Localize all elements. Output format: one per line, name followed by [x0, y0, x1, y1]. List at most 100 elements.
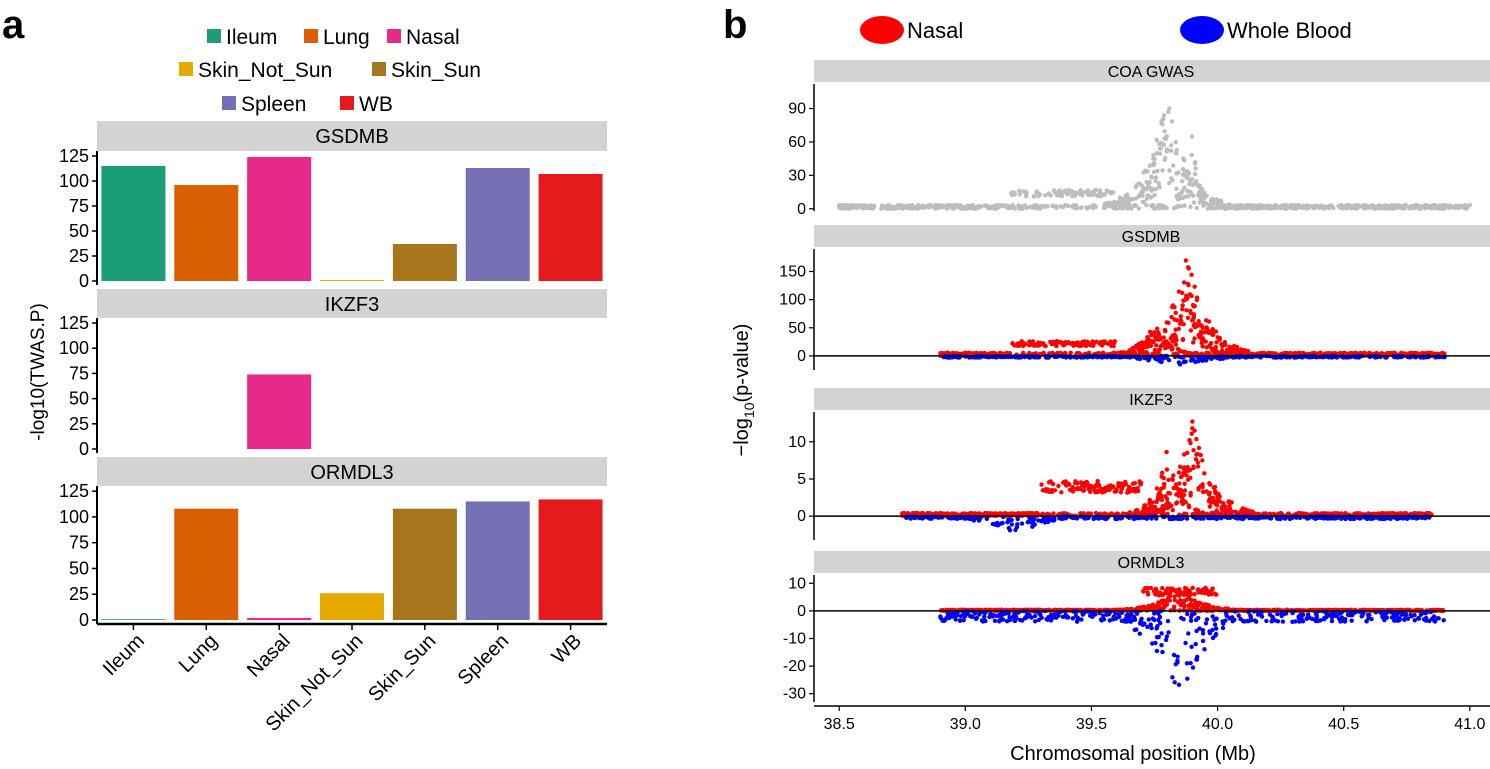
gwas-point-108 [1144, 203, 1149, 208]
gwas-point-936 [1160, 168, 1165, 173]
nasal-point-1020 [1169, 503, 1174, 508]
gwas-point-776 [895, 203, 900, 208]
bar-gsdmb-ileum [101, 166, 166, 281]
nasal-point-1042 [1180, 495, 1185, 501]
nasal-point-708 [1147, 500, 1152, 506]
nasal-point-729 [1127, 489, 1133, 494]
nasal-point-857 [1121, 511, 1126, 516]
whole-blood-point-415 [1379, 516, 1385, 522]
gwas-point-892 [904, 205, 909, 210]
nasal-point-1042 [1204, 325, 1209, 330]
nasal-point-1016 [1213, 501, 1219, 506]
nasal-point-1043 [1146, 506, 1152, 512]
gwas-point-1004 [1157, 151, 1163, 156]
gwas-point-669 [1164, 205, 1170, 211]
gwas-point-850 [1296, 202, 1301, 208]
nasal-point-692 [1095, 478, 1100, 484]
nasal-point-931 [1163, 494, 1168, 499]
gwas-point-824 [1104, 188, 1109, 193]
bar-ormdl3-lung [174, 508, 239, 620]
nasal-point-14 [1051, 511, 1056, 516]
nasal-point-846 [1332, 511, 1337, 516]
nasal-point-690 [1181, 592, 1187, 598]
bar-gsdmb-nasal [247, 157, 312, 281]
legend-swatch-ileum [207, 29, 221, 43]
nasal-point-604 [1075, 485, 1081, 491]
nasal-point-622 [1182, 481, 1187, 486]
legend-swatch-wb [340, 96, 354, 110]
nasal-point-943 [1145, 344, 1150, 350]
gwas-point-828 [1346, 203, 1351, 208]
gwas-point-628 [1074, 203, 1079, 208]
nasal-point-1001 [1131, 347, 1136, 352]
legend-swatch-lung [304, 29, 318, 43]
legend-label-skin-sun: Skin_Sun [391, 59, 481, 82]
whole-blood-point-109 [1253, 516, 1258, 521]
gwas-point-1048 [1155, 168, 1160, 174]
nasal-point-931 [1185, 315, 1191, 320]
y-tick-label-25: 25 [69, 414, 89, 434]
y-tick-label-75: 75 [69, 196, 89, 216]
panel-a-legend: Ileum Lung Nasal Skin_Not_Sun Skin_Sun S… [179, 26, 481, 116]
whole-blood-point-434 [1082, 516, 1087, 521]
nasal-point-732 [1088, 511, 1094, 516]
gwas-point-880 [1255, 206, 1260, 211]
gwas-point-1005 [1182, 158, 1187, 163]
nasal-point-1059 [1204, 318, 1209, 323]
gwas-point-626 [1078, 205, 1083, 211]
whole-blood-point-365 [1118, 516, 1123, 521]
gwas-point-321 [1043, 193, 1048, 198]
gwas-point-873 [1450, 204, 1456, 210]
gwas-point-530 [1189, 134, 1195, 139]
nasal-point-700 [1164, 590, 1169, 596]
gwas-point-383 [1065, 203, 1071, 209]
nasal-point-667 [1141, 588, 1146, 594]
nasal-point-507 [1090, 339, 1095, 344]
gwas-point-752 [1251, 206, 1257, 211]
gwas-point-860 [1057, 188, 1062, 193]
gwas-point-1041 [1169, 143, 1174, 148]
gwas-point-1002 [1174, 171, 1179, 176]
gwas-point-840 [1422, 206, 1428, 211]
nasal-point-1040 [1160, 510, 1166, 515]
whole-blood-point-276 [1027, 515, 1032, 521]
nasal-point-644 [1161, 475, 1166, 481]
whole-blood-point-428 [1371, 516, 1376, 521]
facet-title-gsdmb-b: GSDMB [1122, 229, 1181, 246]
gwas-point-887 [867, 203, 873, 208]
nasal-point-55 [1152, 330, 1157, 335]
panel-b-y-axis-title: −log10(p-value) [731, 324, 757, 457]
nasal-point-371 [1186, 504, 1192, 510]
nasal-point-1036 [1238, 509, 1244, 514]
nasal-point-745 [1180, 349, 1185, 354]
legend-swatch-skin-not-sun [179, 62, 193, 76]
nasal-point-896 [1175, 486, 1180, 491]
gwas-point-1022 [1152, 156, 1157, 162]
gwas-point-1058 [1143, 168, 1148, 173]
gwas-point-577 [984, 203, 989, 208]
nasal-point-1057 [1184, 293, 1189, 298]
nasal-point-1048 [1250, 509, 1255, 514]
gwas-point-1033 [1153, 178, 1158, 184]
nasal-point-905 [1191, 340, 1196, 345]
nasal-point-1053 [1206, 330, 1212, 336]
y-tick-label--20: -20 [783, 658, 806, 675]
gwas-point-513 [1467, 202, 1473, 208]
gwas-point-739 [995, 202, 1000, 208]
gwas-point-591 [1048, 193, 1053, 198]
x-tick-label-nasal: Nasal [243, 630, 295, 682]
gwas-point-994 [1187, 182, 1192, 187]
whole-blood-point-412 [1198, 516, 1203, 521]
gwas-point-1031 [1227, 204, 1233, 209]
nasal-point-1023 [1172, 317, 1177, 322]
gwas-point-1044 [1180, 166, 1186, 172]
nasal-point-1052 [1143, 507, 1148, 512]
gwas-point-1029 [1140, 188, 1146, 193]
gwas-point-753 [1319, 203, 1325, 208]
nasal-point-884 [1173, 327, 1178, 332]
nasal-point-1012 [1154, 343, 1159, 348]
gwas-point-614 [1017, 188, 1022, 194]
gwas-point-974 [1146, 183, 1151, 189]
gwas-point-1055 [1108, 202, 1114, 207]
